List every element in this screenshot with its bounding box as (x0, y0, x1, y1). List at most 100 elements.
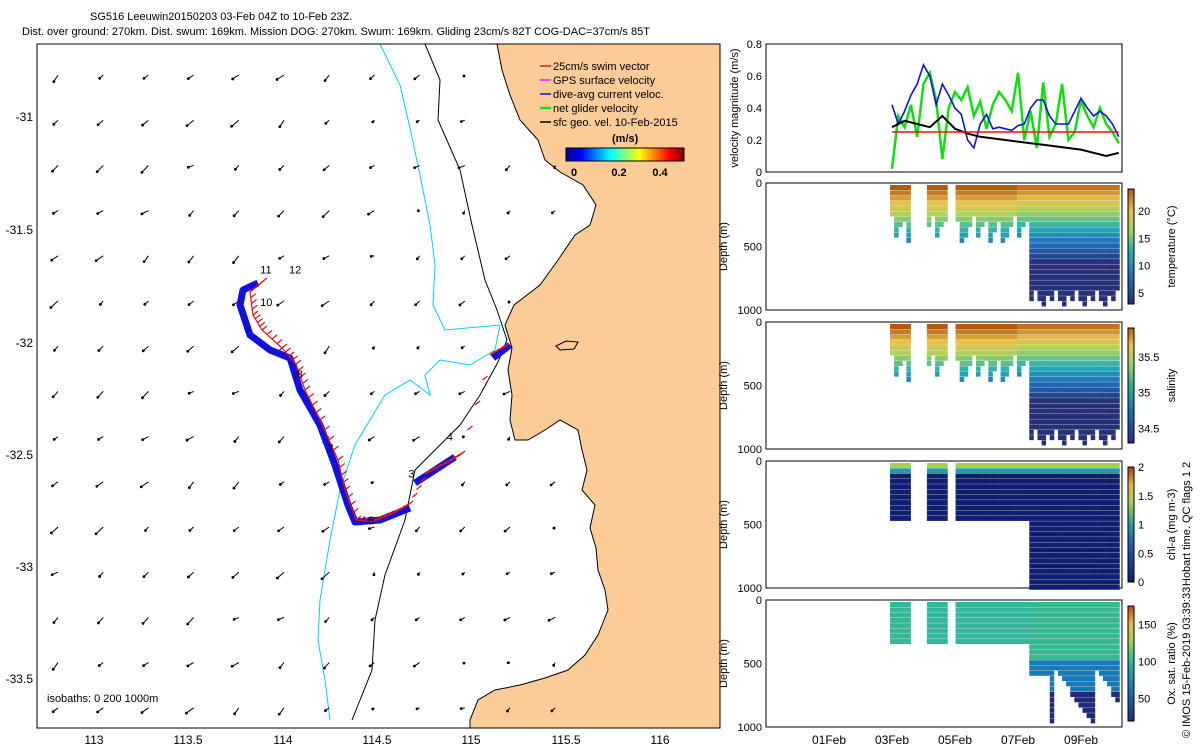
profile-sample (1037, 408, 1042, 414)
profile-sample (1107, 339, 1112, 345)
profile-sample (1070, 526, 1075, 532)
profile-sample (1033, 489, 1038, 495)
profile-sample (1049, 702, 1055, 708)
profile-sample (1086, 628, 1092, 634)
profile-sample (1090, 227, 1096, 233)
profile-sample (935, 633, 940, 639)
profile-sample (1066, 552, 1071, 558)
profile-sample (971, 463, 977, 468)
profile-sample (1045, 227, 1051, 233)
profile-sample (1090, 478, 1096, 484)
profile-sample (1029, 489, 1034, 495)
profile-sample (976, 602, 981, 607)
profile-sample (1033, 285, 1038, 291)
profile-sample (1098, 227, 1104, 233)
profile-sample (1041, 285, 1047, 291)
current-arrow-head (552, 526, 556, 530)
profile-sample (1098, 617, 1104, 623)
profile-sample (1115, 654, 1120, 660)
profile-sample (930, 350, 936, 356)
profile-sample (898, 478, 903, 484)
profile-sample (1041, 185, 1047, 190)
profile-sample (1098, 376, 1104, 382)
profile-sample (1074, 579, 1079, 585)
profile-sample (1062, 206, 1067, 212)
current-arrow-head (502, 392, 506, 396)
profile-sample (976, 478, 981, 484)
profile-sample (906, 515, 911, 521)
current-arrow-head (144, 529, 147, 532)
current-arrow-head (552, 663, 556, 667)
profile-sample (1086, 185, 1092, 190)
profile-sample (976, 227, 981, 233)
profile-sample (1062, 424, 1067, 430)
current-arrow-head (321, 215, 325, 219)
profile-sample (1090, 494, 1096, 500)
profile-sample (1115, 232, 1120, 238)
profile-sample (1111, 510, 1116, 516)
profile-sample (1066, 190, 1071, 196)
profile-sample (1049, 494, 1055, 500)
profile-sample (955, 473, 961, 479)
profile-sample (963, 366, 969, 372)
current-arrow-head (367, 438, 371, 442)
profile-sample (1029, 280, 1034, 286)
current-arrow (50, 300, 59, 308)
profile-sample (1086, 259, 1092, 265)
profile-sample (971, 623, 977, 629)
profile-sample (1045, 521, 1051, 527)
profile-sample (1000, 376, 1006, 382)
profile-sample (898, 489, 903, 495)
profile-sample (1090, 248, 1096, 254)
profile-sample (902, 334, 907, 340)
swim-vector (376, 515, 383, 521)
profile-sample (1090, 216, 1096, 222)
profile-sample (1074, 628, 1079, 634)
day-label-10: 10 (260, 297, 272, 309)
profile-sample (1049, 623, 1055, 629)
current-arrow-head (279, 394, 282, 397)
profile-sample (1070, 329, 1075, 335)
profile-sample (894, 216, 899, 222)
profile-sample (1111, 494, 1116, 500)
profile-sample (996, 623, 1002, 629)
current-arrow-head (503, 529, 507, 533)
profile-sample (1000, 200, 1006, 206)
profile-sample (1082, 264, 1088, 270)
profile-sample (1045, 563, 1051, 569)
profile-sample (1070, 628, 1075, 634)
colorbar-tick: 2 (1138, 462, 1144, 474)
current-arrow-head (370, 618, 374, 622)
surface-current-arrows (49, 74, 556, 716)
profile-sample (1037, 478, 1042, 484)
profile-sample (984, 623, 989, 629)
profile-sample (894, 345, 899, 351)
profile-sample (1045, 285, 1051, 291)
profile-sample (1062, 329, 1067, 335)
profile-sample (1098, 568, 1104, 574)
profile-sample (1016, 222, 1022, 228)
profile-sample (1037, 510, 1042, 516)
current-arrow-head (97, 349, 101, 352)
profile-sample (1090, 510, 1096, 516)
profile-sample (1094, 243, 1100, 249)
swim-vector (363, 516, 370, 522)
profile-sample (1021, 339, 1026, 345)
profile-sample (1029, 345, 1034, 351)
profile-sample (894, 190, 899, 196)
profile-sample (1053, 274, 1059, 280)
profile-sample (1111, 280, 1116, 286)
profile-sample (939, 324, 944, 329)
profile-sample (1107, 269, 1112, 275)
profile-sample (1062, 211, 1067, 217)
profile-sample (1094, 334, 1100, 340)
profile-sample (1066, 681, 1071, 687)
profile-sample (1057, 574, 1063, 580)
profile-sample (1070, 429, 1075, 435)
profile-sample (939, 216, 944, 222)
profile-colorbar (1127, 327, 1135, 444)
profile-sample (1098, 526, 1104, 532)
profile-sample (1115, 510, 1120, 516)
profile-sample (1111, 649, 1116, 655)
profile-sample (1111, 361, 1116, 367)
